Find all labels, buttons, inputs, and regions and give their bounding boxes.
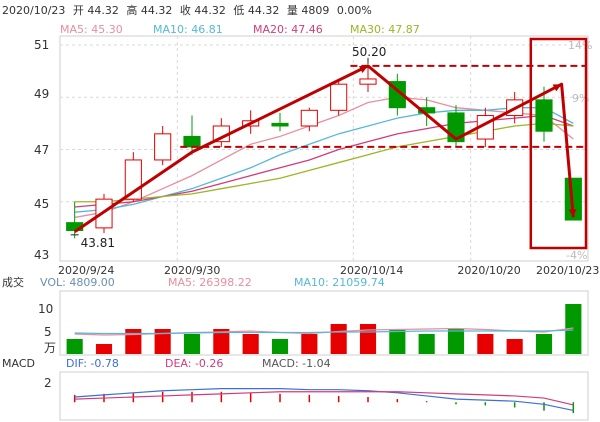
y-tick-49: 49 — [34, 87, 49, 101]
candles — [66, 65, 582, 239]
macd-legend: MACD DIF: -0.78 DEA: -0.26 MACD: -1.04 — [2, 357, 331, 370]
vol-ma10-legend: MA10: 21059.74 — [294, 276, 385, 289]
highlight-box — [529, 37, 588, 250]
volume-bar — [535, 334, 553, 354]
x-label: 2020/10/14 — [340, 264, 403, 277]
candle-body — [271, 122, 289, 127]
low-price-label: 43.81 — [81, 236, 115, 250]
y-tick-43: 43 — [34, 248, 49, 262]
trend-zigzag-arrow — [73, 64, 575, 234]
vol-tick-10: 10 — [38, 302, 53, 316]
ma30-legend: MA30: 47.87 — [350, 23, 420, 36]
header-volume-label: 量 — [287, 4, 298, 17]
volume-pane: 10 5 万 — [38, 290, 589, 356]
ma10-legend: MA10: 46.81 — [153, 23, 223, 36]
annotations: 43.81 50.20 — [70, 37, 588, 250]
arrowhead-down — [568, 209, 577, 218]
high-price-label: 50.20 — [352, 45, 386, 59]
macd-pane-frame — [59, 371, 589, 421]
header-open: 44.32 — [87, 4, 119, 17]
macd-dif-line — [74, 388, 574, 411]
volume-bar — [183, 334, 201, 354]
volume-ma10-line — [74, 329, 574, 335]
price-y-ticks: 51 49 47 45 43 — [34, 38, 49, 262]
pct-tick-14: 14% — [568, 39, 592, 52]
svg-text:2020/10/23 开 44.32: 2020/10/23 开 44.32 高 44.32 收 44.32 低 44.… — [2, 3, 372, 17]
volume-bars — [66, 304, 582, 354]
macd-title: MACD — [2, 357, 35, 370]
volume-ma-lines — [74, 327, 574, 336]
ma-legend: MA5: 45.30 MA10: 46.81 MA20: 47.46 MA30:… — [60, 23, 420, 36]
price-pane-frame — [59, 35, 589, 262]
x-label: 2020/9/30 — [164, 264, 220, 277]
header-low-label: 低 — [233, 4, 244, 17]
header-change: 0.00% — [337, 4, 372, 17]
macd-tick-2: 2 — [44, 376, 52, 390]
volume-bar — [330, 324, 347, 354]
candle-body — [154, 133, 172, 161]
ma-line-1 — [74, 107, 574, 213]
volume-bar — [389, 329, 406, 354]
volume-bar — [66, 339, 83, 354]
volume-bar — [477, 334, 494, 354]
candle-body — [300, 109, 318, 127]
volume-bar — [359, 324, 377, 354]
arrowhead-up-1 — [359, 65, 368, 73]
ma5-legend: MA5: 45.30 — [60, 23, 123, 36]
volume-bar — [565, 304, 582, 354]
volume-bar — [95, 344, 113, 354]
volume-bar — [242, 334, 259, 354]
y-tick-47: 47 — [34, 143, 49, 157]
volume-bar — [213, 329, 230, 354]
volume-bar — [125, 329, 142, 354]
candle-body — [330, 83, 348, 111]
y-tick-51: 51 — [34, 38, 49, 52]
x-label: 2020/9/24 — [58, 264, 114, 277]
quote-header: 2020/10/23 开 44.32 高 44.32 收 44.32 低 44.… — [2, 3, 372, 17]
ma-line-0 — [74, 96, 574, 219]
volume-bar — [447, 329, 465, 354]
vol-unit: 万 — [44, 341, 56, 355]
y-tick-45: 45 — [34, 197, 49, 211]
volume-pane-frame — [59, 290, 589, 356]
macd-pane: 2 — [44, 371, 589, 421]
volume-bar — [301, 334, 318, 354]
dif-legend: DIF: -0.78 — [66, 357, 119, 370]
volume-title: 成交 — [2, 275, 24, 289]
volume-bar — [154, 329, 171, 354]
header-close-label: 收 — [180, 3, 191, 17]
header-date: 2020/10/23 — [2, 4, 65, 17]
arrowhead-up-2 — [552, 84, 562, 92]
ma20-legend: MA20: 47.46 — [253, 23, 323, 36]
vol-ma5-legend: MA5: 26398.22 — [168, 276, 252, 289]
dea-legend: DEA: -0.26 — [165, 357, 223, 370]
volume-bar — [506, 339, 523, 354]
volume-legend: 成交 VOL: 4809.00 MA5: 26398.22 MA10: 2105… — [2, 275, 385, 289]
candle-body — [535, 99, 553, 132]
macd-value-legend: MACD: -1.04 — [262, 357, 331, 370]
ma-line-3 — [74, 122, 574, 203]
header-high-label: 高 — [126, 3, 137, 17]
x-label: 2020/10/20 — [457, 264, 520, 277]
candle-body — [359, 78, 377, 85]
macd-dea-line — [74, 391, 574, 406]
price-grid — [60, 36, 588, 261]
header-close: 44.32 — [194, 4, 226, 17]
candle-body — [183, 135, 201, 148]
vol-legend: VOL: 4809.00 — [40, 276, 115, 289]
x-axis-labels: 2020/9/24 2020/9/30 2020/10/14 2020/10/20 20… — [58, 264, 599, 277]
header-low: 44.32 — [248, 4, 280, 17]
macd-lines — [74, 388, 574, 411]
header-open-label: 开 — [73, 4, 84, 17]
volume-bar — [271, 339, 289, 354]
x-label: 2020/10/23 — [536, 264, 599, 277]
pct-tick-neg4: -4% — [566, 249, 587, 262]
header-high: 44.32 — [141, 4, 173, 17]
header-volume: 4809 — [301, 4, 329, 17]
volume-bar — [418, 334, 435, 354]
vol-tick-5: 5 — [44, 325, 52, 339]
